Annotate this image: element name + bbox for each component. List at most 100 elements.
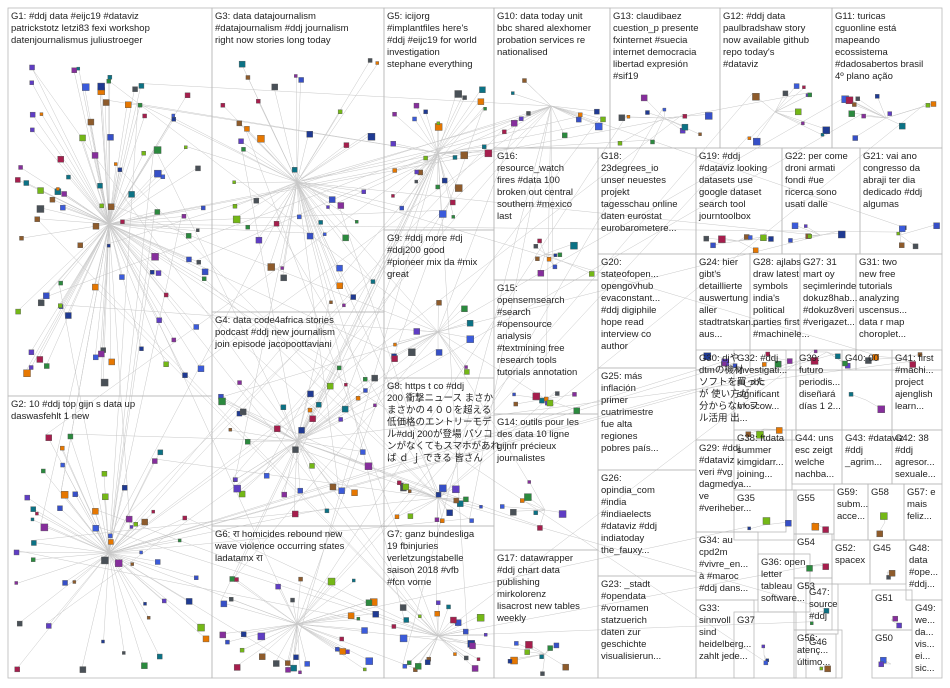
edge xyxy=(108,552,414,668)
node-g14 xyxy=(510,509,517,516)
edge xyxy=(282,181,298,277)
group-label-g24: G24: hier xyxy=(699,257,738,268)
group-label-g52: G52: xyxy=(835,543,856,554)
node-g9 xyxy=(461,305,468,313)
group-label-g7: saison 2018 #vfb xyxy=(387,565,459,576)
edge xyxy=(296,144,347,183)
group-label-g31: uscensus... xyxy=(859,305,907,316)
group-label-g13: #sif19 xyxy=(613,71,638,82)
node-g6 xyxy=(365,657,373,665)
edge xyxy=(17,223,110,312)
node-g7 xyxy=(464,655,469,661)
group-label-g49: we... xyxy=(914,615,935,626)
node-g8 xyxy=(407,513,414,519)
edge xyxy=(522,78,552,107)
node-g1 xyxy=(99,203,104,209)
node-g4 xyxy=(329,483,337,491)
node-g12 xyxy=(753,137,761,146)
group-box-g37 xyxy=(733,611,797,679)
edge xyxy=(415,105,439,154)
group-label-g30: 分からない フ xyxy=(699,401,759,412)
group-label-g9: #pioneer mix da #mix xyxy=(387,257,478,268)
node-g7 xyxy=(453,652,457,656)
node-g17 xyxy=(524,649,530,655)
node-g55 xyxy=(811,522,820,531)
edge xyxy=(238,331,439,492)
node-g6 xyxy=(229,597,234,602)
group-label-g23: #opendata xyxy=(601,591,647,602)
node-g12 xyxy=(802,85,806,89)
edge xyxy=(337,202,439,499)
node-g40 xyxy=(877,405,885,413)
group-label-g19: search tool xyxy=(699,199,745,210)
node-g4 xyxy=(338,487,345,494)
node-g1 xyxy=(201,268,209,276)
edge xyxy=(108,552,133,565)
node-g6 xyxy=(219,631,227,639)
node-g1 xyxy=(79,134,86,142)
node-g4 xyxy=(307,390,314,398)
node-g2 xyxy=(60,445,65,451)
edge xyxy=(296,181,364,192)
node-g8 xyxy=(452,485,460,494)
edge xyxy=(103,552,110,643)
node-g15 xyxy=(532,392,541,401)
node-g2 xyxy=(30,506,36,512)
node-g4 xyxy=(371,374,378,382)
edge xyxy=(437,96,847,333)
group-label-g16: G16: xyxy=(497,151,518,162)
group-label-g47: source xyxy=(809,599,838,610)
group-label-g26: #indiaelects xyxy=(601,509,651,520)
edge xyxy=(899,234,916,247)
edge xyxy=(46,223,110,366)
edge xyxy=(790,234,821,241)
group-label-g5: stephane everything xyxy=(387,59,473,70)
node-g1 xyxy=(151,253,159,261)
edge xyxy=(38,223,110,359)
edge xyxy=(292,600,298,625)
node-g1 xyxy=(93,354,99,361)
edge xyxy=(38,105,552,301)
group-label-g13: libertad expresión xyxy=(613,59,688,70)
node-g2 xyxy=(57,505,63,511)
node-g21 xyxy=(933,222,940,229)
node-g8 xyxy=(402,483,409,491)
node-g1 xyxy=(138,83,145,89)
node-g6 xyxy=(361,627,368,634)
node-g1 xyxy=(18,165,23,170)
group-label-g23: #vornamen xyxy=(601,603,649,614)
node-g6 xyxy=(229,576,235,582)
edge xyxy=(58,304,439,333)
node-g1 xyxy=(185,233,192,239)
group-label-g58: G58 xyxy=(871,487,889,498)
edge xyxy=(259,623,298,636)
node-g2 xyxy=(24,494,30,501)
node-g3 xyxy=(297,214,302,220)
group-label-g15: #opensource xyxy=(497,319,552,330)
edge xyxy=(416,152,439,173)
node-g5 xyxy=(477,98,485,105)
group-label-g9: #ddj200 good xyxy=(387,245,445,256)
edge xyxy=(296,300,330,442)
node-g4 xyxy=(338,417,343,422)
node-g5 xyxy=(450,199,456,206)
group-label-g18: 23degrees_io xyxy=(601,163,659,174)
node-g5 xyxy=(423,109,428,115)
group-label-g44: welche xyxy=(794,457,825,468)
edge xyxy=(516,643,546,655)
edge xyxy=(101,89,110,225)
node-g4 xyxy=(263,473,270,479)
node-g1 xyxy=(23,369,31,377)
node-g2 xyxy=(62,580,68,586)
node-g22 xyxy=(807,234,812,239)
node-g3 xyxy=(329,300,333,304)
group-label-g3: #datajournalism #ddj journalism xyxy=(215,23,349,34)
edge xyxy=(749,111,776,139)
edge xyxy=(296,440,354,492)
group-label-g20: #ddj digiphile xyxy=(601,305,656,316)
edge xyxy=(292,446,439,499)
edge xyxy=(529,482,546,511)
group-label-g27: dokuz8hab... xyxy=(803,293,857,304)
group-box-g31 xyxy=(855,253,943,371)
node-g19 xyxy=(760,234,767,242)
